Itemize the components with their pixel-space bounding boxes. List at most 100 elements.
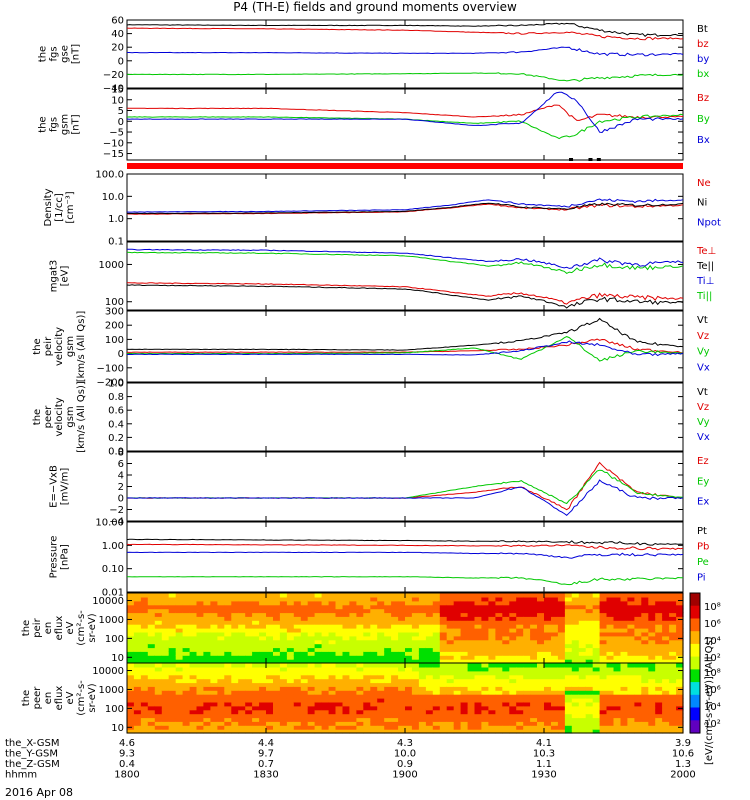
spectrogram-cell bbox=[453, 682, 462, 687]
spectrogram-cell bbox=[564, 593, 573, 598]
spectrogram-cell bbox=[363, 698, 371, 703]
spectrogram-cell bbox=[411, 612, 420, 617]
spectrogram-cell bbox=[537, 721, 545, 726]
spectrogram-cell bbox=[488, 631, 496, 637]
spectrogram-cell bbox=[655, 694, 663, 699]
y-tick-label: 10.00 bbox=[95, 518, 124, 529]
spectrogram-cell bbox=[537, 674, 545, 680]
spectrogram-cell bbox=[140, 725, 149, 730]
spectrogram-cell bbox=[516, 698, 524, 703]
spectrogram-cell bbox=[168, 713, 177, 719]
spectrogram-cell bbox=[377, 670, 385, 676]
spectrogram-cell bbox=[189, 674, 198, 680]
spectrogram-cell bbox=[467, 612, 476, 617]
spectrogram-cell bbox=[467, 643, 476, 649]
spectrogram-cell bbox=[140, 612, 149, 617]
spectrogram-cell bbox=[613, 682, 621, 687]
spectrogram-cell bbox=[641, 698, 649, 703]
spectrogram-cell bbox=[411, 729, 420, 734]
spectrogram-cell bbox=[557, 663, 566, 668]
spectrogram-cell bbox=[634, 698, 642, 703]
spectrogram-cell bbox=[425, 698, 434, 703]
spectrogram-cell bbox=[676, 717, 684, 722]
spectrogram-cell bbox=[676, 713, 684, 719]
spectrogram-cell bbox=[175, 729, 184, 734]
spectrogram-cell bbox=[245, 705, 253, 711]
spectrogram-cell bbox=[613, 709, 621, 715]
spectrogram-cell bbox=[196, 705, 204, 711]
spectrogram-cell bbox=[293, 651, 302, 656]
spectrogram-cell bbox=[578, 674, 587, 680]
y-tick-label: 100 bbox=[105, 704, 124, 715]
spectrogram-cell bbox=[356, 612, 364, 617]
spectrogram-cell bbox=[203, 593, 211, 598]
spectrogram-cell bbox=[182, 721, 191, 726]
spectrogram-cell bbox=[391, 612, 399, 617]
series-line-Bz bbox=[126, 104, 684, 121]
spectrogram-cell bbox=[634, 682, 642, 687]
spectrogram-cell bbox=[342, 682, 350, 687]
y-tick-label: 1.0 bbox=[108, 379, 124, 390]
spectrogram-cell bbox=[544, 604, 552, 610]
spectrogram-cell bbox=[502, 663, 510, 668]
spectrogram-cell bbox=[405, 612, 413, 617]
spectrogram-cell bbox=[620, 593, 628, 598]
spectrogram-cell bbox=[495, 612, 503, 617]
spectrogram-cell bbox=[356, 713, 364, 719]
spectrogram-cell bbox=[273, 670, 281, 676]
spectrogram-cell bbox=[509, 701, 517, 707]
spectrogram-cell bbox=[224, 701, 232, 707]
spectrogram-cell bbox=[161, 616, 170, 621]
spectrogram-cell bbox=[196, 678, 204, 684]
spectrogram-cell bbox=[634, 663, 642, 668]
spectrogram-cell bbox=[530, 600, 538, 606]
spectrogram-cell bbox=[370, 674, 378, 680]
spectrogram-cell bbox=[349, 698, 357, 703]
spectrogram-cell bbox=[293, 670, 302, 676]
spectrogram-cell bbox=[182, 620, 191, 625]
spectrogram-cell bbox=[606, 600, 614, 606]
spectrogram-cell bbox=[196, 686, 204, 691]
spectrogram-cell bbox=[641, 721, 649, 726]
spectrogram-cell bbox=[161, 698, 170, 703]
y-tick-label: 4 bbox=[118, 471, 124, 482]
spectrogram-cell bbox=[203, 631, 211, 637]
spectrogram-cell bbox=[662, 674, 670, 680]
spectrogram-cell bbox=[279, 717, 288, 722]
panel-frame bbox=[126, 88, 684, 161]
spectrogram-cell bbox=[279, 663, 288, 668]
spectrogram-cell bbox=[439, 631, 448, 637]
spectrogram-cell bbox=[648, 593, 656, 598]
spectrogram-cell bbox=[203, 608, 211, 614]
spectrogram-cell bbox=[530, 663, 538, 668]
spectrogram-cell bbox=[224, 698, 232, 703]
spectrogram-cell bbox=[516, 717, 524, 722]
spectrogram-cell bbox=[363, 647, 371, 652]
spectrogram-cell bbox=[321, 701, 330, 707]
spectrogram-cell bbox=[488, 655, 496, 660]
spectrogram-cell bbox=[544, 709, 552, 715]
orbit-row-label: the_Y-GSM bbox=[5, 749, 58, 760]
spectrogram-cell bbox=[342, 674, 350, 680]
spectrogram-cell bbox=[516, 635, 524, 641]
series-line-Te|| bbox=[126, 284, 684, 309]
spectrogram-cell bbox=[530, 721, 538, 726]
spectrogram-cell bbox=[474, 643, 482, 649]
spectrogram-cell bbox=[495, 647, 503, 652]
spectrogram-cell bbox=[356, 682, 364, 687]
spectrogram-cell bbox=[405, 666, 413, 672]
spectrogram-cell bbox=[495, 600, 503, 606]
spectrogram-cell bbox=[182, 690, 191, 695]
spectrogram-cell bbox=[273, 628, 281, 633]
spectrogram-cell bbox=[231, 624, 239, 629]
spectrogram-cell bbox=[453, 694, 462, 699]
spectrogram-cell bbox=[495, 705, 503, 711]
spectrogram-cell bbox=[551, 600, 559, 606]
y-tick-label: 10 bbox=[111, 723, 124, 734]
spectrogram-cell bbox=[273, 593, 281, 598]
spectrogram-cell bbox=[411, 608, 420, 614]
spectrogram-cell bbox=[648, 705, 656, 711]
spectrogram-cell bbox=[279, 643, 288, 649]
spectrogram-cell bbox=[321, 651, 330, 656]
